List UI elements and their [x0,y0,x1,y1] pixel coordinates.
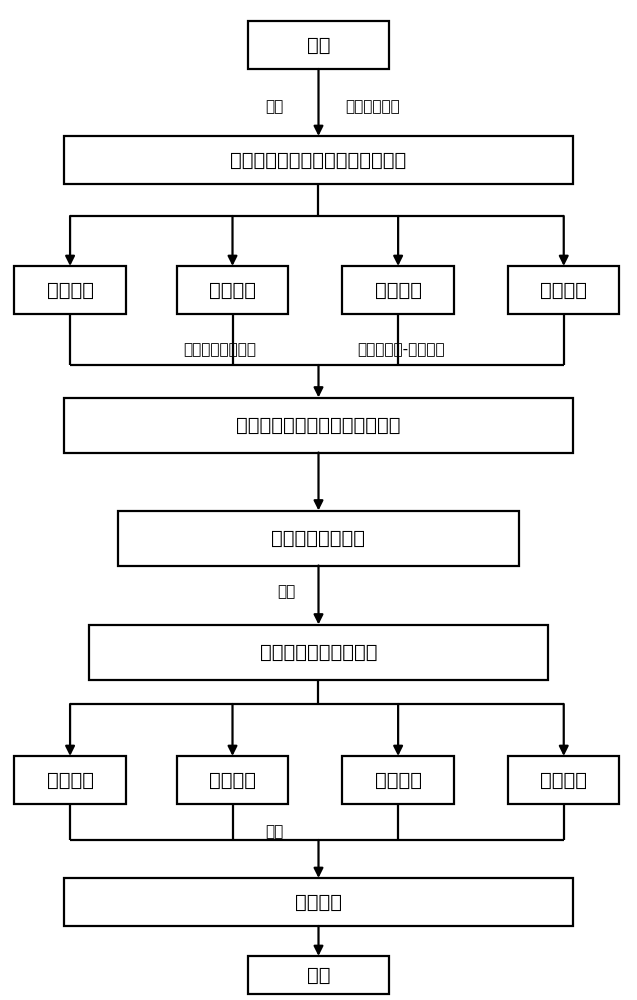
Text: 提取接头残余应力: 提取接头残余应力 [271,528,366,548]
Text: 应力最大值-时间曲线: 应力最大值-时间曲线 [357,342,445,358]
FancyBboxPatch shape [15,756,125,804]
FancyBboxPatch shape [248,21,389,69]
Text: 计算: 计算 [265,824,283,840]
FancyBboxPatch shape [248,956,389,994]
FancyBboxPatch shape [15,266,125,314]
Text: 分配区域序号: 分配区域序号 [345,100,400,114]
FancyBboxPatch shape [343,756,454,804]
Text: 开始: 开始 [307,35,330,54]
Text: 材料属性: 材料属性 [209,770,256,790]
Text: 确定微拉伸试样尺寸及截取位置: 确定微拉伸试样尺寸及截取位置 [236,416,401,434]
Text: 区域划分: 区域划分 [47,770,94,790]
FancyBboxPatch shape [343,266,454,314]
Text: 建立: 建立 [278,584,296,599]
FancyBboxPatch shape [176,266,288,314]
Text: 模型验证: 模型验证 [295,892,342,912]
FancyBboxPatch shape [64,136,573,184]
Text: 接头微拉伸有限元模型: 接头微拉伸有限元模型 [260,643,377,662]
FancyBboxPatch shape [508,756,619,804]
FancyBboxPatch shape [89,624,548,680]
FancyBboxPatch shape [64,878,573,926]
FancyBboxPatch shape [64,397,573,452]
Text: 网格划分: 网格划分 [375,770,422,790]
Text: 接头应力分布特征: 接头应力分布特征 [183,342,256,358]
Text: 边界条件: 边界条件 [540,280,587,300]
FancyBboxPatch shape [508,266,619,314]
Text: 建立: 建立 [265,100,283,114]
FancyBboxPatch shape [118,510,519,566]
Text: 边界条件: 边界条件 [540,770,587,790]
Text: 区域划分: 区域划分 [47,280,94,300]
Text: 材料属性: 材料属性 [209,280,256,300]
Text: 结束: 结束 [307,966,330,984]
FancyBboxPatch shape [176,756,288,804]
Text: 高温合金线性摩擦焊接有限元模型: 高温合金线性摩擦焊接有限元模型 [231,150,406,169]
Text: 网格划分: 网格划分 [375,280,422,300]
